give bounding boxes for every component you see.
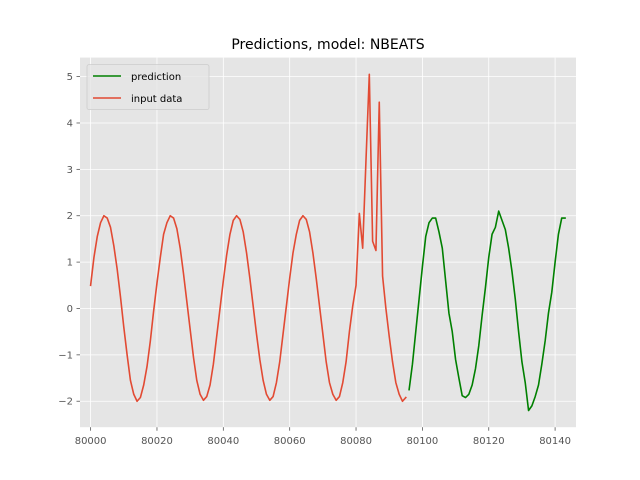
y-tick-label: 2	[67, 211, 73, 222]
series-layer	[89, 73, 566, 412]
y-tick-label: 1	[67, 258, 73, 269]
y-axis: −2 −1 0 1 2 3 4 5	[58, 72, 80, 408]
series-line-prediction	[408, 210, 566, 412]
legend: prediction input data	[86, 64, 210, 110]
x-tick-label: 80020	[141, 436, 173, 447]
x-tick-label: 80000	[75, 436, 107, 447]
y-tick-label: 3	[67, 165, 73, 176]
y-tick-label: 5	[67, 72, 73, 83]
x-tick-label: 80120	[473, 436, 505, 447]
x-axis: 80000 80020 80040 80060 80080 80100 80120 80140	[75, 427, 571, 447]
legend-label-input-data: input data	[131, 94, 182, 105]
y-tick-label: −1	[58, 350, 73, 361]
chart-title: Predictions, model: NBEATS	[231, 37, 424, 53]
x-tick-label: 80060	[274, 436, 306, 447]
legend-label-prediction: prediction	[131, 72, 181, 83]
x-tick-label: 80100	[406, 436, 438, 447]
x-tick-label: 80140	[539, 436, 571, 447]
x-tick-label: 80040	[207, 436, 239, 447]
y-tick-label: −2	[58, 397, 73, 408]
grid	[80, 57, 576, 428]
y-tick-label: 0	[67, 304, 73, 315]
series-line-input-data	[89, 73, 407, 403]
x-tick-label: 80080	[340, 436, 372, 447]
y-tick-label: 4	[67, 118, 73, 129]
